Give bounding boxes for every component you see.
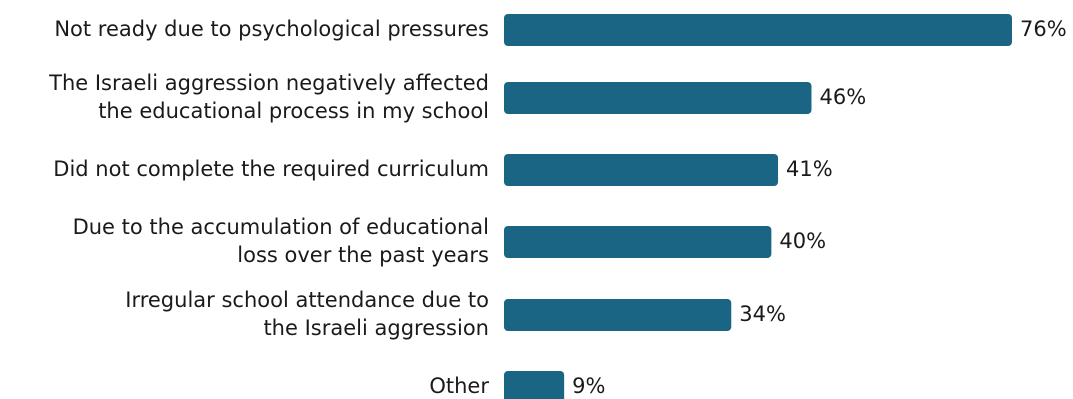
category-label-line: the Israeli aggression	[263, 316, 489, 340]
category-label-line: Not ready due to psychological pressures	[54, 17, 489, 41]
bar-1	[504, 82, 812, 114]
value-label-1: 46%	[819, 85, 866, 109]
category-label-line: Other	[429, 374, 489, 398]
category-label-3: Due to the accumulation of educational lo…	[73, 215, 489, 267]
bar-3	[504, 226, 772, 258]
category-label-1: The Israeli aggression negatively affect…	[48, 71, 489, 123]
value-label-2: 41%	[786, 157, 833, 181]
category-label-line: Irregular school attendance due to	[125, 288, 489, 312]
category-label-line: Due to the accumulation of educational	[73, 215, 489, 239]
category-label-line: Did not complete the required curriculum	[53, 157, 489, 181]
bar-5	[504, 371, 565, 399]
category-label-4: Irregular school attendance due to the Is…	[125, 288, 489, 340]
category-label-line: loss over the past years	[237, 243, 489, 267]
bar-2	[504, 154, 779, 186]
category-label-5: Other	[429, 374, 489, 398]
bar-4	[504, 299, 732, 331]
value-label-3: 40%	[779, 229, 826, 253]
category-label-0: Not ready due to psychological pressures	[54, 17, 489, 41]
category-label-line: The Israeli aggression negatively affect…	[48, 71, 489, 95]
value-label-4: 34%	[739, 302, 786, 326]
value-label-5: 9%	[572, 374, 605, 398]
category-label-2: Did not complete the required curriculum	[53, 157, 489, 181]
bar-0	[504, 14, 1012, 46]
value-label-0: 76%	[1020, 17, 1067, 41]
category-label-line: the educational process in my school	[98, 99, 489, 123]
